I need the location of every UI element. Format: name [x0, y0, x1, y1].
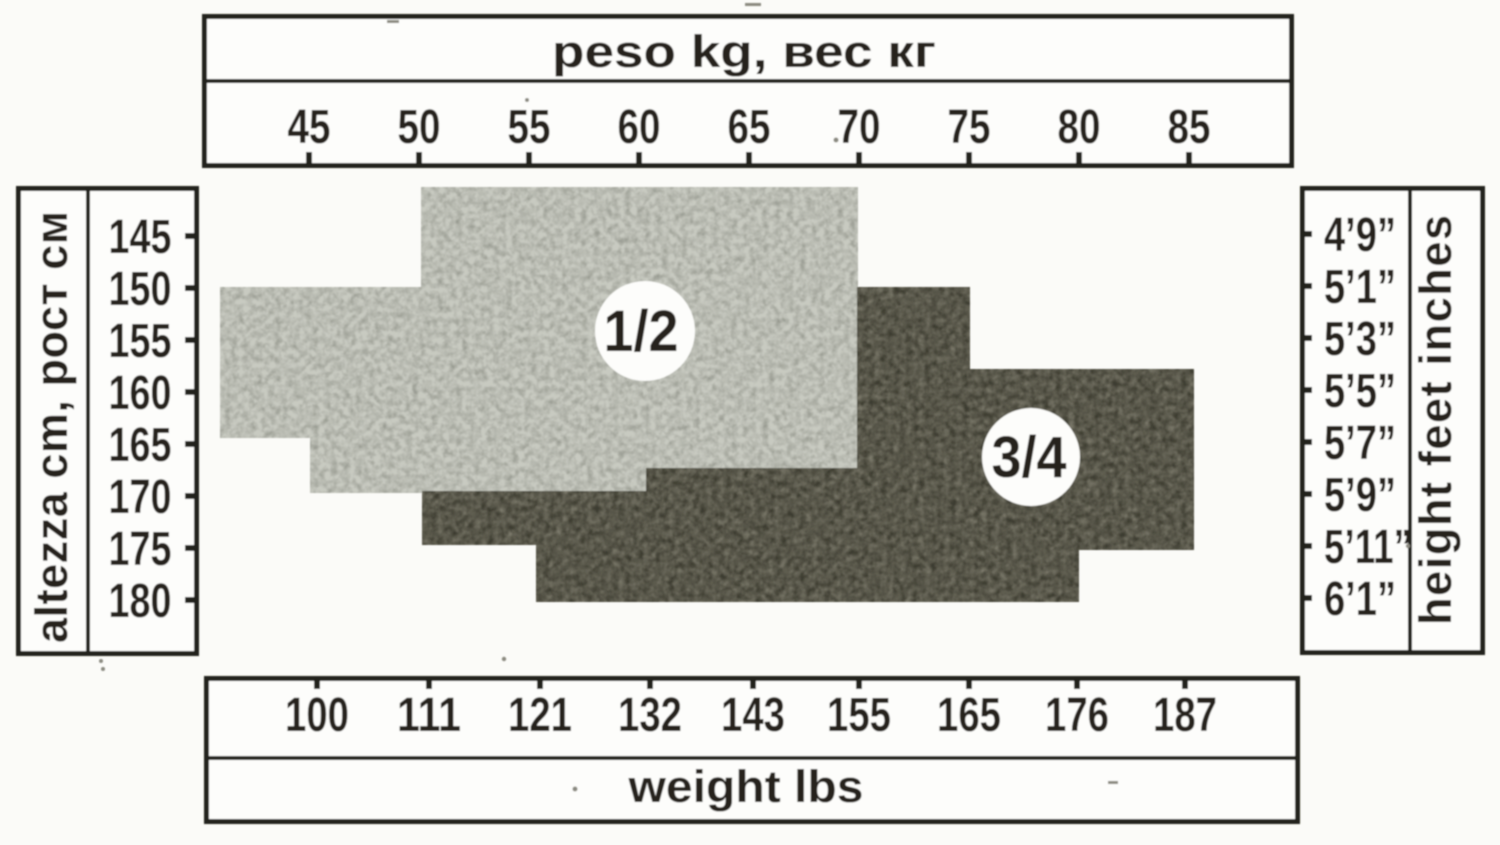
svg-text:5’9”: 5’9”	[1324, 469, 1396, 522]
svg-text:143: 143	[721, 689, 785, 742]
svg-text:145: 145	[109, 211, 172, 264]
svg-text:3/4: 3/4	[992, 425, 1067, 490]
svg-text:5’3”: 5’3”	[1324, 313, 1396, 366]
svg-text:180: 180	[109, 575, 172, 628]
svg-text:5’1”: 5’1”	[1324, 261, 1396, 314]
svg-text:peso kg, вес кг: peso kg, вес кг	[552, 26, 936, 77]
svg-text:55: 55	[508, 101, 551, 154]
svg-text:80: 80	[1058, 101, 1101, 154]
svg-text:60: 60	[618, 101, 661, 154]
svg-text:111: 111	[397, 689, 461, 742]
svg-text:5’11”: 5’11”	[1324, 521, 1412, 574]
svg-text:155: 155	[827, 689, 891, 742]
svg-text:6’1”: 6’1”	[1324, 573, 1396, 626]
svg-text:70: 70	[838, 101, 881, 154]
svg-text:5’7”: 5’7”	[1324, 417, 1396, 470]
svg-text:1/2: 1/2	[604, 299, 679, 364]
svg-text:155: 155	[109, 315, 172, 368]
svg-text:165: 165	[937, 689, 1001, 742]
svg-text:165: 165	[109, 419, 172, 472]
svg-text:65: 65	[728, 101, 771, 154]
svg-text:187: 187	[1153, 689, 1217, 742]
svg-text:weight lbs: weight lbs	[627, 761, 863, 812]
svg-text:100: 100	[285, 689, 349, 742]
svg-text:170: 170	[109, 471, 172, 524]
svg-text:75: 75	[948, 101, 991, 154]
svg-text:175: 175	[109, 523, 172, 576]
svg-text:5’5”: 5’5”	[1324, 365, 1396, 418]
svg-text:132: 132	[618, 689, 682, 742]
svg-text:altezza cm, рост см: altezza cm, рост см	[26, 211, 77, 643]
svg-text:45: 45	[288, 101, 331, 154]
svg-text:150: 150	[109, 263, 172, 316]
svg-text:height feet inches: height feet inches	[1410, 215, 1461, 625]
svg-text:121: 121	[508, 689, 572, 742]
svg-text:176: 176	[1045, 689, 1109, 742]
svg-text:160: 160	[109, 367, 172, 420]
svg-text:50: 50	[398, 101, 441, 154]
svg-text:85: 85	[1168, 101, 1211, 154]
svg-text:4’9”: 4’9”	[1324, 209, 1396, 262]
